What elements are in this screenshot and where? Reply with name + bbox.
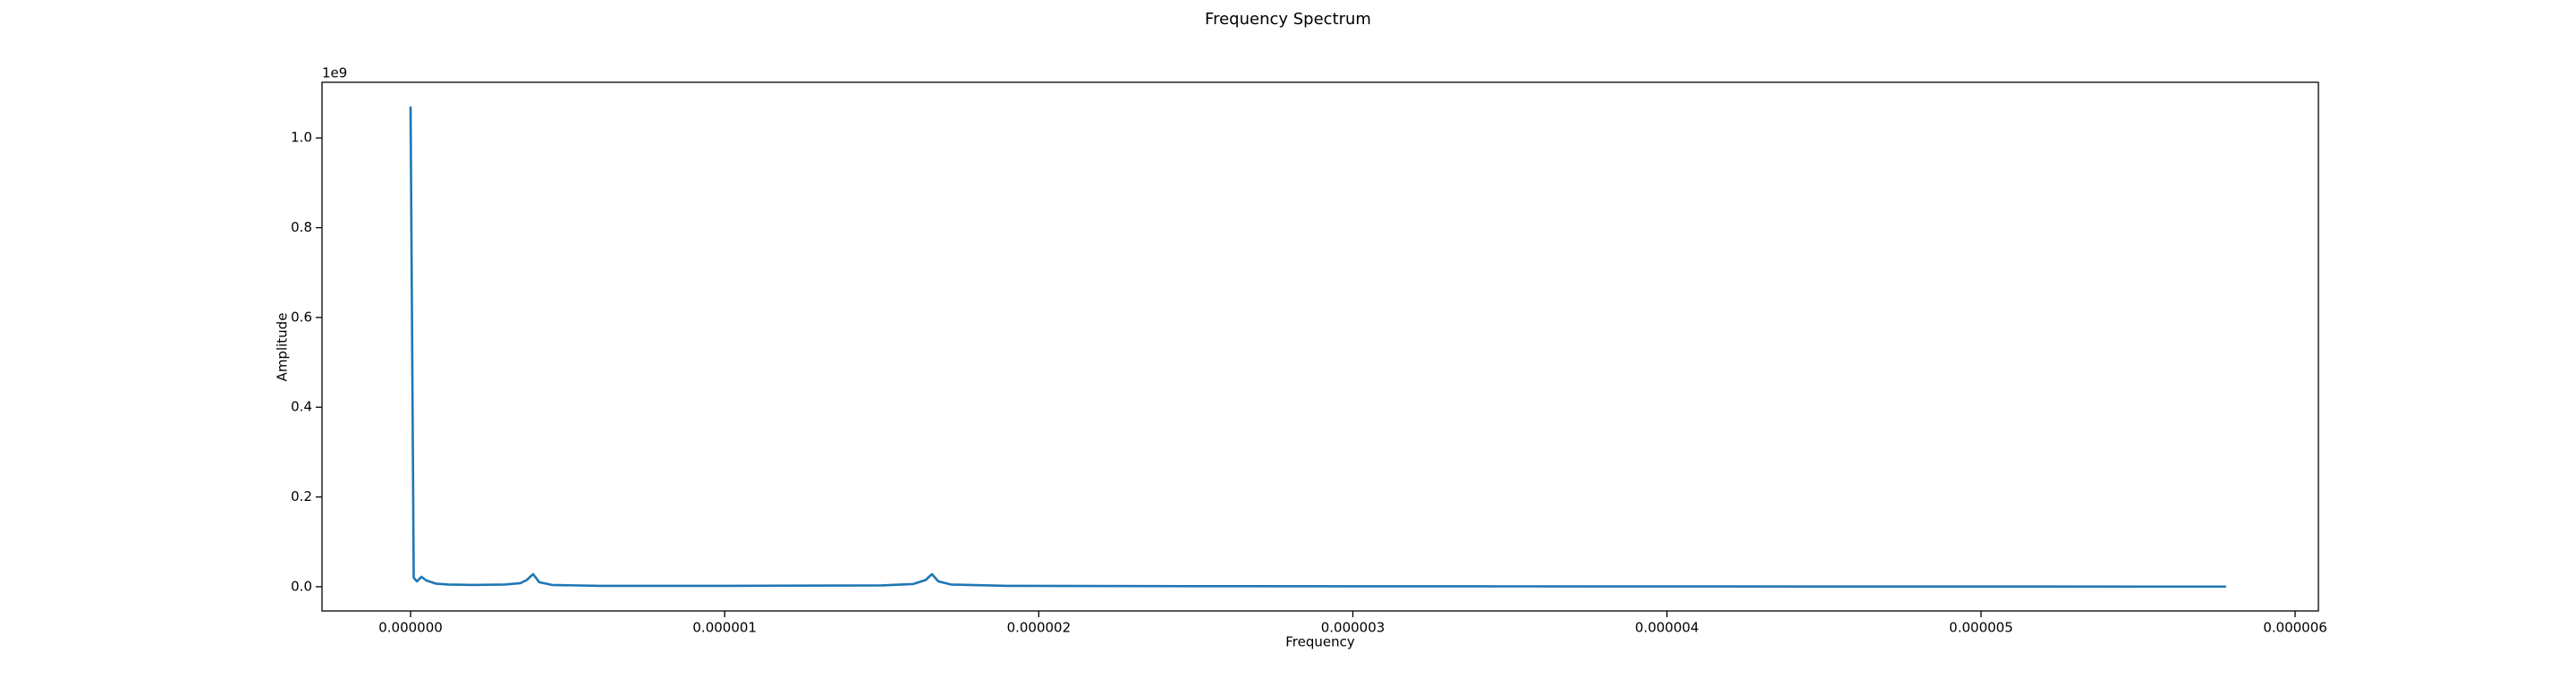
- y-tick-label: 0.6: [291, 309, 312, 325]
- y-axis-label: Amplitude: [275, 313, 291, 382]
- x-tick-label: 0.000003: [1321, 620, 1385, 636]
- x-tick-label: 0.000000: [378, 620, 443, 636]
- y-offset-label: 1e9: [322, 65, 347, 81]
- y-tick-label: 0.8: [291, 219, 312, 235]
- y-tick-label: 0.2: [291, 488, 312, 505]
- x-tick-label: 0.000002: [1007, 620, 1072, 636]
- x-axis-label: Frequency: [1285, 634, 1355, 650]
- y-tick-label: 0.4: [291, 399, 312, 415]
- x-tick-label: 0.000005: [1949, 620, 2013, 636]
- x-tick-label: 0.000001: [692, 620, 757, 636]
- x-tick-label: 0.000006: [2263, 620, 2327, 636]
- chart-title: Frequency Spectrum: [1205, 10, 1371, 29]
- line-series: [409, 106, 2226, 589]
- y-tick-label: 1.0: [291, 130, 312, 146]
- x-tick-label: 0.000004: [1635, 620, 1699, 636]
- y-tick-label: 0.0: [291, 578, 312, 594]
- plot-frame: [321, 81, 2319, 612]
